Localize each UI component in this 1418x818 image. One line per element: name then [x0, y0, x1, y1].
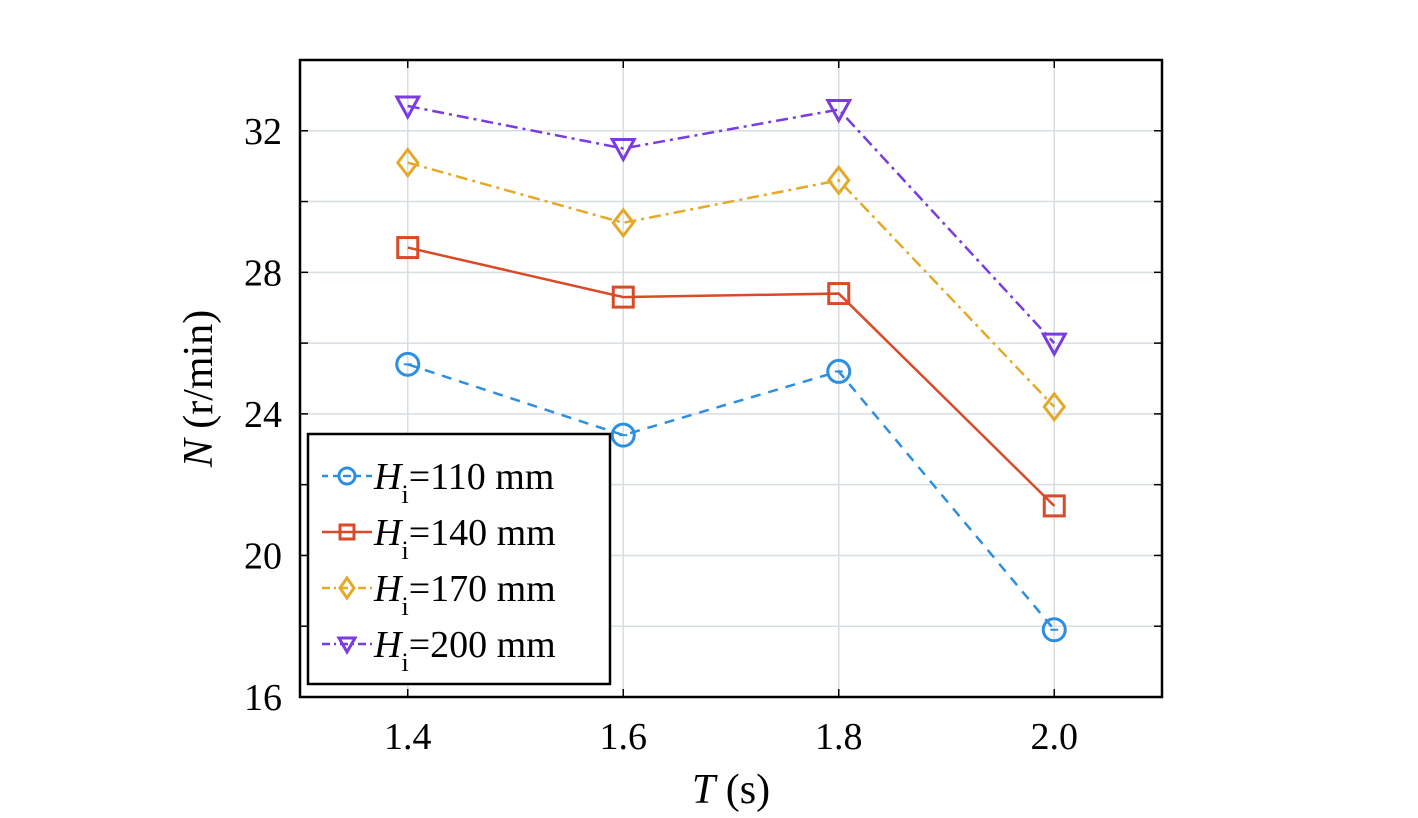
legend-item: Hi=170 mm: [322, 568, 556, 621]
data-point: [336, 636, 358, 656]
plot-frame: [298, 58, 1164, 699]
data-point: [1041, 617, 1067, 643]
series: [395, 351, 1067, 643]
data-point: [338, 575, 356, 601]
series-line: [407, 363, 1056, 631]
series-layer: [394, 95, 1068, 643]
series-line: [407, 161, 1056, 408]
series: [394, 95, 1068, 358]
diamond-marker: [826, 164, 851, 196]
data-point: [609, 137, 637, 163]
triangle-down-marker: [336, 636, 358, 656]
x-tick-label: 1.8: [815, 716, 863, 758]
y-axis-unit: (r/min): [176, 310, 222, 439]
x-axis-label: T (s): [692, 767, 770, 813]
circle-marker: [826, 358, 852, 384]
series-line: [407, 246, 1056, 507]
x-axis-variable: T: [692, 767, 718, 813]
data-point: [610, 422, 636, 448]
data-point: [1042, 391, 1067, 423]
data-point: [396, 236, 420, 260]
legend-item: Hi=200 mm: [322, 624, 556, 677]
data-point: [826, 358, 852, 384]
square-marker: [827, 282, 851, 306]
data-point: [611, 285, 635, 309]
data-point: [1042, 494, 1066, 518]
diamond-marker: [1042, 391, 1067, 423]
circle-marker: [395, 351, 421, 377]
y-tick-label: 16: [244, 677, 282, 719]
y-tick-label: 24: [244, 394, 282, 436]
circle-marker: [337, 466, 357, 486]
legend-label-value: =110 mm: [409, 456, 555, 498]
circle-marker: [610, 422, 636, 448]
ticks: [300, 60, 1162, 697]
legend-label: Hi=170 mm: [373, 568, 556, 621]
square-marker: [396, 236, 420, 260]
y-tick-label: 20: [244, 535, 282, 577]
square-marker: [338, 523, 356, 541]
diamond-marker: [338, 575, 356, 601]
y-axis-label: N (r/min): [176, 310, 222, 468]
data-point: [1040, 332, 1068, 358]
series: [395, 147, 1067, 423]
y-tick-label: 28: [244, 252, 282, 294]
triangle-down-marker: [609, 137, 637, 163]
circle-marker: [1041, 617, 1067, 643]
square-marker: [611, 285, 635, 309]
legend-item: Hi=110 mm: [322, 456, 554, 509]
square-marker: [1042, 494, 1066, 518]
legend-item: Hi=140 mm: [322, 512, 556, 565]
diamond-marker: [611, 207, 636, 239]
legend-label-variable: H: [373, 512, 404, 554]
legend-label-value: =170 mm: [409, 568, 556, 610]
y-axis-variable: N: [176, 437, 222, 468]
data-point: [825, 99, 853, 124]
data-point: [338, 523, 356, 541]
data-point: [827, 282, 851, 306]
x-axis-unit: (s): [715, 767, 770, 813]
data-point: [395, 351, 421, 377]
data-point: [611, 207, 636, 239]
x-tick-label: 1.6: [600, 716, 648, 758]
data-point: [337, 466, 357, 486]
data-point: [394, 95, 422, 121]
triangle-down-marker: [394, 95, 422, 121]
legend-label-subscript: i: [401, 592, 408, 621]
data-point: [826, 164, 851, 196]
legend-label: Hi=110 mm: [373, 456, 554, 509]
legend-label-value: =140 mm: [409, 512, 556, 554]
y-tick-label: 32: [244, 111, 282, 153]
series-line: [407, 104, 1056, 344]
legend-label-variable: H: [373, 624, 404, 666]
x-tick-label: 2.0: [1031, 716, 1079, 758]
legend-label-subscript: i: [401, 648, 408, 677]
data-point: [395, 147, 420, 179]
legend-label-variable: H: [373, 456, 404, 498]
triangle-down-marker: [1040, 332, 1068, 358]
diamond-marker: [395, 147, 420, 179]
x-tick-label: 1.4: [384, 716, 432, 758]
legend-label-variable: H: [373, 568, 404, 610]
legend-label: Hi=200 mm: [373, 624, 556, 677]
series: [396, 236, 1066, 518]
triangle-down-marker: [825, 99, 853, 124]
legend-label-subscript: i: [401, 480, 408, 509]
legend-label-subscript: i: [401, 536, 408, 565]
legend-label: Hi=140 mm: [373, 512, 556, 565]
tick-labels: 1.4 1.6 1.8 2.0 16 20 24 28 32: [244, 111, 1078, 758]
legend-label-value: =200 mm: [409, 624, 556, 666]
